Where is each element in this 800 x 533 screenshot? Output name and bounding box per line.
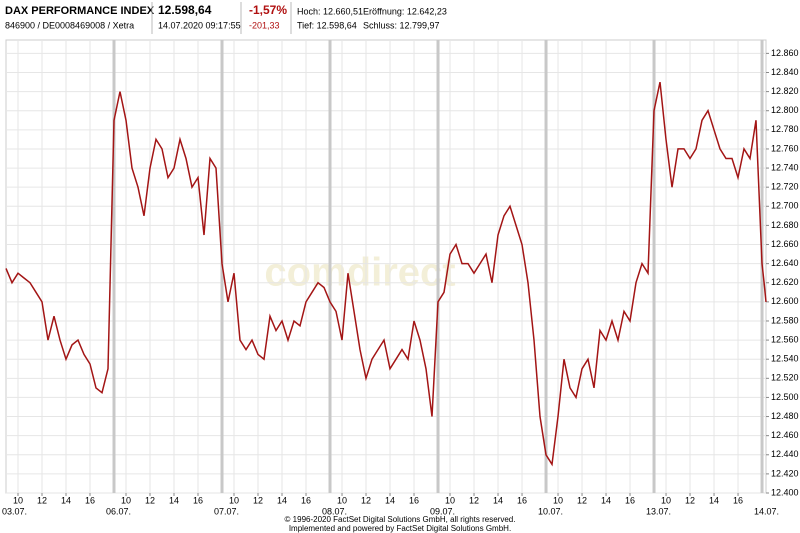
x-tick-label: 10 — [445, 495, 455, 505]
y-tick-label: 12.680 — [771, 220, 799, 230]
header: DAX PERFORMANCE INDEX 846900 / DE0008469… — [5, 2, 447, 34]
subtitle: 846900 / DE0008469008 / Xetra — [5, 20, 134, 30]
y-tick-label: 12.840 — [771, 67, 799, 77]
x-tick-label: 14 — [277, 495, 287, 505]
y-tick-label: 12.420 — [771, 468, 799, 478]
powered: Implemented and powered by FactSet Digit… — [289, 524, 511, 533]
x-tick-label: 16 — [193, 495, 203, 505]
x-tick-label: 16 — [625, 495, 635, 505]
y-tick-label: 12.820 — [771, 86, 799, 96]
y-tick-label: 12.800 — [771, 105, 799, 115]
y-tick-label: 12.540 — [771, 354, 799, 364]
x-tick-label: 14 — [493, 495, 503, 505]
price-line — [5, 81, 767, 467]
x-tick-label: 12 — [469, 495, 479, 505]
x-tick-label: 14 — [61, 495, 71, 505]
day-label: 03.07. — [2, 506, 27, 516]
x-tick-label: 10 — [13, 495, 23, 505]
x-tick-label: 12 — [361, 495, 371, 505]
y-tick-label: 12.660 — [771, 239, 799, 249]
high: Hoch: 12.660,51 — [297, 6, 363, 16]
x-tick-label: 12 — [253, 495, 263, 505]
x-tick-label: 16 — [409, 495, 419, 505]
watermark: comdirect — [264, 251, 455, 295]
y-tick-label: 12.440 — [771, 449, 799, 459]
y-tick-label: 12.460 — [771, 430, 799, 440]
day-label: 07.07. — [214, 506, 239, 516]
x-tick-label: 16 — [301, 495, 311, 505]
y-tick-label: 12.740 — [771, 162, 799, 172]
x-tick-label: 14 — [601, 495, 611, 505]
open: Eröffnung: 12.642,23 — [363, 6, 447, 16]
y-tick-label: 12.760 — [771, 143, 799, 153]
x-tick-label: 14 — [385, 495, 395, 505]
x-tick-label: 14 — [709, 495, 719, 505]
y-tick-label: 12.780 — [771, 124, 799, 134]
day-label: 13.07. — [646, 506, 671, 516]
y-tick-label: 12.620 — [771, 277, 799, 287]
x-tick-label: 12 — [145, 495, 155, 505]
title: DAX PERFORMANCE INDEX — [5, 5, 155, 17]
y-tick-label: 12.480 — [771, 411, 799, 421]
timestamp: 14.07.2020 09:17:55 — [158, 20, 241, 30]
low: Tief: 12.598,64 — [297, 20, 357, 30]
day-label: 06.07. — [106, 506, 131, 516]
x-tick-label: 16 — [85, 495, 95, 505]
close: Schluss: 12.799,97 — [363, 20, 440, 30]
day-label: 08.07. — [322, 506, 347, 516]
x-tick-label: 16 — [517, 495, 527, 505]
change-abs: -201,33 — [249, 20, 280, 30]
y-tick-label: 12.580 — [771, 315, 799, 325]
price: 12.598,64 — [158, 3, 212, 17]
y-tick-label: 12.640 — [771, 258, 799, 268]
x-tick-label: 10 — [337, 495, 347, 505]
y-tick-label: 12.600 — [771, 296, 799, 306]
x-tick-label: 10 — [229, 495, 239, 505]
y-tick-label: 12.860 — [771, 48, 799, 58]
day-label: 09.07. — [430, 506, 455, 516]
y-tick-label: 12.720 — [771, 182, 799, 192]
y-tick-label: 12.560 — [771, 334, 799, 344]
x-tick-label: 12 — [685, 495, 695, 505]
y-tick-label: 12.500 — [771, 392, 799, 402]
y-tick-label: 12.700 — [771, 201, 799, 211]
y-tick-label: 12.400 — [771, 487, 799, 497]
y-tick-label: 12.520 — [771, 373, 799, 383]
x-tick-label: 14 — [169, 495, 179, 505]
x-tick-label: 16 — [733, 495, 743, 505]
day-label: 10.07. — [538, 506, 563, 516]
day-label: 14.07. — [754, 506, 779, 516]
change-pct: -1,57% — [249, 3, 287, 17]
x-tick-label: 10 — [553, 495, 563, 505]
x-tick-label: 10 — [121, 495, 131, 505]
copyright: © 1996-2020 FactSet Digital Solutions Gm… — [285, 515, 516, 524]
x-tick-label: 10 — [661, 495, 671, 505]
x-tick-label: 12 — [577, 495, 587, 505]
x-tick-label: 12 — [37, 495, 47, 505]
